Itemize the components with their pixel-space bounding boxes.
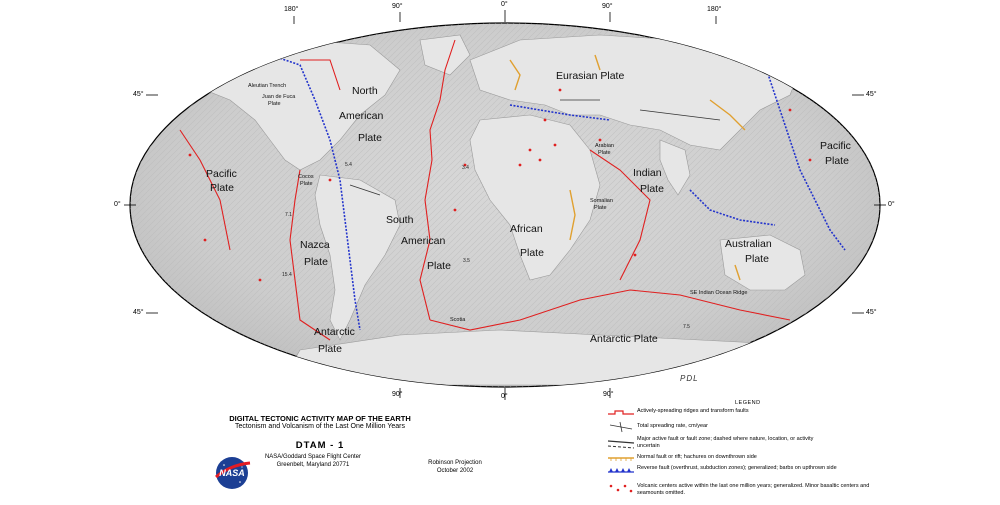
author-signature: PDL <box>680 374 699 383</box>
organization-address: Greenbelt, Maryland 20771 <box>276 462 350 468</box>
africa-landmass <box>469 114 601 281</box>
svg-text:NASA: NASA <box>219 468 245 478</box>
bottom-label-90e: 90° <box>603 391 614 398</box>
arabian-label-2: Plate <box>598 150 611 156</box>
eurasian-plate-label: Eurasian Plate <box>556 70 625 82</box>
juan-de-fuca-label-2: Plate <box>268 101 281 107</box>
legend-item-spreading-rate: Total spreading rate, cm/year <box>607 421 897 435</box>
bottom-label-90w: 90° <box>392 391 403 398</box>
map-subtitle: Tectonism and Volcanism of the Last One … <box>234 423 406 430</box>
organization-block: NASA/Goddard Space Flight Center Greenbe… <box>258 453 368 469</box>
juan-de-fuca-label-1: Juan de Fuca <box>262 94 296 100</box>
rate-label: 7.5 <box>683 324 690 330</box>
normal-faults <box>509 54 746 281</box>
major-faults <box>349 99 721 196</box>
title-block: DIGITAL TECTONIC ACTIVITY MAP OF THE EAR… <box>190 414 450 451</box>
top-label-0: 0° <box>501 1 508 8</box>
organization-name: NASA/Goddard Space Flight Center <box>264 454 362 460</box>
legend-text: Major active fault or fault zone; dashed… <box>637 436 814 449</box>
spreading-ridges <box>179 39 791 341</box>
cocos-label-1: Cocos <box>298 174 314 180</box>
spreading-rate-symbol-icon <box>609 421 633 433</box>
south-american-label-3: Plate <box>427 260 451 272</box>
pacific-west-label-1: Pacific <box>206 168 237 180</box>
top-label-90w: 90° <box>392 3 403 10</box>
volcanic-centers <box>188 88 812 282</box>
arabian-label-1: Arabian <box>595 143 614 149</box>
aleutian-trench-label: Aleutian Trench <box>248 83 287 89</box>
cocos-label-2: Plate <box>300 181 313 187</box>
south-american-label-2: American <box>401 235 446 247</box>
top-label-180e: 180° <box>707 6 722 13</box>
projection-block: Robinson Projection October 2002 <box>405 459 505 475</box>
se-indian-ridge-label: SE Indian Ocean Ridge <box>690 290 748 296</box>
somalian-label-1: Somalian <box>590 198 613 204</box>
legend-text: Total spreading rate, cm/year <box>637 423 708 429</box>
north-american-label-2: American <box>339 110 384 122</box>
reverse-fault-symbol-icon <box>608 468 634 473</box>
antarctic-east-label: Antarctic Plate <box>590 333 658 345</box>
major-fault-symbol-icon <box>607 440 635 449</box>
map-date: October 2002 <box>436 468 474 474</box>
legend-item-ridges: Actively-spreading ridges and transform … <box>607 408 897 422</box>
legend-item-reverse-fault: Reverse fault (overthrust, subduction zo… <box>607 465 897 481</box>
rate-label: 5.4 <box>345 162 352 168</box>
ridge-symbol-icon <box>608 410 634 415</box>
legend-item-major-fault: Major active fault or fault zone; dashed… <box>607 436 897 452</box>
top-label-90e: 90° <box>602 3 613 10</box>
australian-label-2: Plate <box>745 253 769 265</box>
antarctic-west-label-1: Antarctic <box>314 326 355 338</box>
african-label-1: African <box>510 223 543 235</box>
map-title: DIGITAL TECTONIC ACTIVITY MAP OF THE EAR… <box>229 414 411 423</box>
pacific-west-label-2: Plate <box>210 182 234 194</box>
india-landmass <box>659 139 691 196</box>
australia-landmass <box>719 234 806 291</box>
right-label-0: 0° <box>888 201 895 208</box>
nazca-label-1: Nazca <box>300 239 330 251</box>
right-label-45s: 45° <box>866 309 877 316</box>
graticule-ticks <box>124 10 886 400</box>
somalian-label-2: Plate <box>594 205 607 211</box>
north-american-label-1: North <box>352 85 378 97</box>
african-label-2: Plate <box>520 247 544 259</box>
nasa-logo-icon: NASA <box>215 457 251 489</box>
world-map <box>124 10 886 400</box>
legend-text: Volcanic centers active within the last … <box>637 483 870 496</box>
normal-fault-symbol-icon <box>608 457 634 461</box>
south-america-landmass <box>314 174 401 341</box>
legend-item-normal-fault: Normal fault or rift; hachures on downth… <box>607 454 897 468</box>
legend-item-volcanic-centers: Volcanic centers active within the last … <box>607 483 897 501</box>
indian-label-1: Indian <box>633 167 662 179</box>
indian-label-2: Plate <box>640 183 664 195</box>
left-label-45s: 45° <box>133 309 144 316</box>
legend-title: LEGEND <box>735 400 761 406</box>
top-label-180w: 180° <box>284 6 299 13</box>
right-label-45n: 45° <box>866 91 877 98</box>
legend-text: Actively-spreading ridges and transform … <box>637 408 749 414</box>
pacific-east-label-2: Plate <box>825 155 849 167</box>
map-area: 180° 90° 0° 90° 180° 90° 0° 90° 45° 0° 4… <box>114 1 895 400</box>
north-american-label-3: Plate <box>358 132 382 144</box>
nazca-label-2: Plate <box>304 256 328 268</box>
left-label-45n: 45° <box>133 91 144 98</box>
rate-label: 3.4 <box>462 165 469 171</box>
bottom-label-0: 0° <box>501 393 508 400</box>
map-code: DTAM - 1 <box>295 440 345 451</box>
legend-text: Normal fault or rift; hachures on downth… <box>637 454 757 460</box>
rate-label: 7.1 <box>285 212 292 218</box>
scotia-label: Scotia <box>450 317 466 323</box>
antarctic-west-label-2: Plate <box>318 343 342 355</box>
rate-label: 3.5 <box>463 258 470 264</box>
projection-name: Robinson Projection <box>428 460 482 466</box>
left-label-0: 0° <box>114 201 121 208</box>
south-american-label-1: South <box>386 214 414 226</box>
australian-label-1: Australian <box>725 238 772 250</box>
legend-text: Reverse fault (overthrust, subduction zo… <box>637 465 837 471</box>
pacific-east-label-1: Pacific <box>820 140 851 152</box>
volcano-symbol-icon <box>609 484 633 493</box>
greenland-landmass <box>419 34 471 76</box>
rate-label: 15.4 <box>282 272 292 278</box>
